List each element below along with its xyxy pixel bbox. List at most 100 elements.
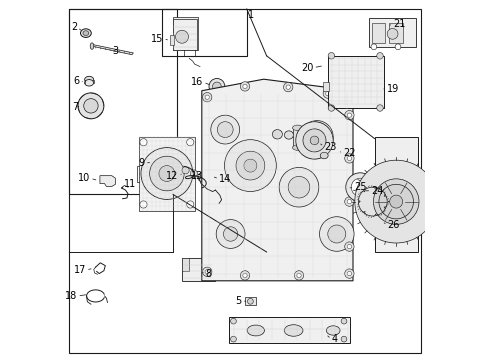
Text: 4: 4 bbox=[331, 334, 338, 344]
Ellipse shape bbox=[320, 152, 328, 159]
Text: 8: 8 bbox=[205, 269, 212, 279]
Circle shape bbox=[347, 244, 351, 249]
Text: 20: 20 bbox=[301, 63, 314, 73]
Text: 17: 17 bbox=[74, 265, 86, 275]
Text: 18: 18 bbox=[65, 291, 77, 301]
Text: 5: 5 bbox=[236, 296, 242, 306]
Ellipse shape bbox=[80, 29, 91, 37]
Circle shape bbox=[341, 336, 347, 342]
Circle shape bbox=[202, 267, 212, 276]
Circle shape bbox=[296, 122, 333, 159]
Text: 16: 16 bbox=[191, 77, 203, 87]
Circle shape bbox=[346, 173, 374, 202]
Circle shape bbox=[197, 173, 206, 181]
Bar bbox=[173, 19, 197, 50]
Bar bbox=[389, 23, 403, 43]
Circle shape bbox=[347, 156, 351, 161]
Circle shape bbox=[279, 167, 319, 207]
Text: 14: 14 bbox=[219, 174, 231, 184]
Bar bbox=[213, 89, 221, 93]
Circle shape bbox=[243, 273, 247, 278]
Circle shape bbox=[176, 33, 182, 39]
Bar bbox=[245, 297, 256, 305]
Circle shape bbox=[297, 273, 301, 278]
Circle shape bbox=[175, 30, 189, 43]
Text: 12: 12 bbox=[166, 171, 178, 181]
Text: 1: 1 bbox=[248, 10, 254, 20]
Ellipse shape bbox=[284, 131, 294, 139]
Circle shape bbox=[213, 82, 221, 91]
Text: 19: 19 bbox=[387, 84, 399, 94]
Circle shape bbox=[176, 41, 182, 47]
Ellipse shape bbox=[247, 325, 265, 336]
Circle shape bbox=[84, 99, 98, 113]
Circle shape bbox=[187, 201, 194, 208]
Circle shape bbox=[236, 151, 265, 180]
Polygon shape bbox=[100, 176, 116, 186]
Circle shape bbox=[345, 111, 354, 120]
Ellipse shape bbox=[326, 326, 340, 335]
Text: 21: 21 bbox=[393, 19, 406, 29]
Circle shape bbox=[388, 193, 404, 210]
Circle shape bbox=[310, 136, 319, 145]
Circle shape bbox=[328, 225, 346, 243]
Bar bbox=[369, 18, 416, 47]
Circle shape bbox=[223, 227, 238, 241]
Circle shape bbox=[78, 93, 104, 119]
Text: 15: 15 bbox=[151, 33, 163, 44]
Circle shape bbox=[347, 113, 351, 117]
Bar bbox=[207, 258, 215, 271]
Text: 26: 26 bbox=[388, 220, 400, 230]
Circle shape bbox=[218, 171, 229, 182]
Ellipse shape bbox=[90, 43, 94, 49]
Circle shape bbox=[244, 159, 257, 172]
Circle shape bbox=[217, 122, 233, 138]
Circle shape bbox=[355, 160, 438, 243]
Circle shape bbox=[373, 179, 419, 224]
Circle shape bbox=[323, 89, 333, 98]
Circle shape bbox=[159, 166, 175, 181]
Polygon shape bbox=[202, 79, 353, 281]
Circle shape bbox=[308, 128, 326, 146]
Circle shape bbox=[224, 140, 276, 192]
Text: 11: 11 bbox=[124, 179, 137, 189]
Circle shape bbox=[140, 201, 147, 208]
Circle shape bbox=[351, 178, 369, 196]
Circle shape bbox=[319, 217, 354, 251]
Circle shape bbox=[347, 271, 351, 276]
Circle shape bbox=[326, 91, 330, 96]
Bar bbox=[69, 9, 177, 194]
Ellipse shape bbox=[83, 31, 89, 36]
Circle shape bbox=[288, 176, 310, 198]
Text: 23: 23 bbox=[324, 141, 337, 152]
Text: 10: 10 bbox=[78, 173, 90, 183]
Circle shape bbox=[247, 298, 253, 304]
Circle shape bbox=[182, 167, 189, 174]
Circle shape bbox=[231, 336, 236, 342]
Circle shape bbox=[345, 154, 354, 163]
Circle shape bbox=[301, 121, 333, 153]
Text: 7: 7 bbox=[73, 102, 79, 112]
Circle shape bbox=[190, 170, 197, 177]
Circle shape bbox=[379, 184, 414, 219]
Circle shape bbox=[395, 44, 401, 50]
Circle shape bbox=[390, 195, 403, 208]
Circle shape bbox=[387, 28, 398, 39]
Circle shape bbox=[216, 220, 245, 248]
Polygon shape bbox=[91, 45, 133, 55]
Circle shape bbox=[345, 197, 354, 206]
Circle shape bbox=[328, 105, 335, 111]
Circle shape bbox=[240, 82, 250, 91]
Text: 9: 9 bbox=[139, 158, 145, 168]
Circle shape bbox=[345, 242, 354, 251]
Text: 25: 25 bbox=[354, 182, 367, 192]
Circle shape bbox=[209, 78, 225, 94]
Text: 6: 6 bbox=[74, 76, 79, 86]
Ellipse shape bbox=[284, 325, 303, 336]
Circle shape bbox=[187, 139, 194, 146]
Ellipse shape bbox=[272, 130, 282, 139]
Circle shape bbox=[371, 44, 377, 50]
Ellipse shape bbox=[85, 76, 94, 83]
Text: 3: 3 bbox=[112, 46, 118, 56]
Circle shape bbox=[243, 84, 247, 89]
